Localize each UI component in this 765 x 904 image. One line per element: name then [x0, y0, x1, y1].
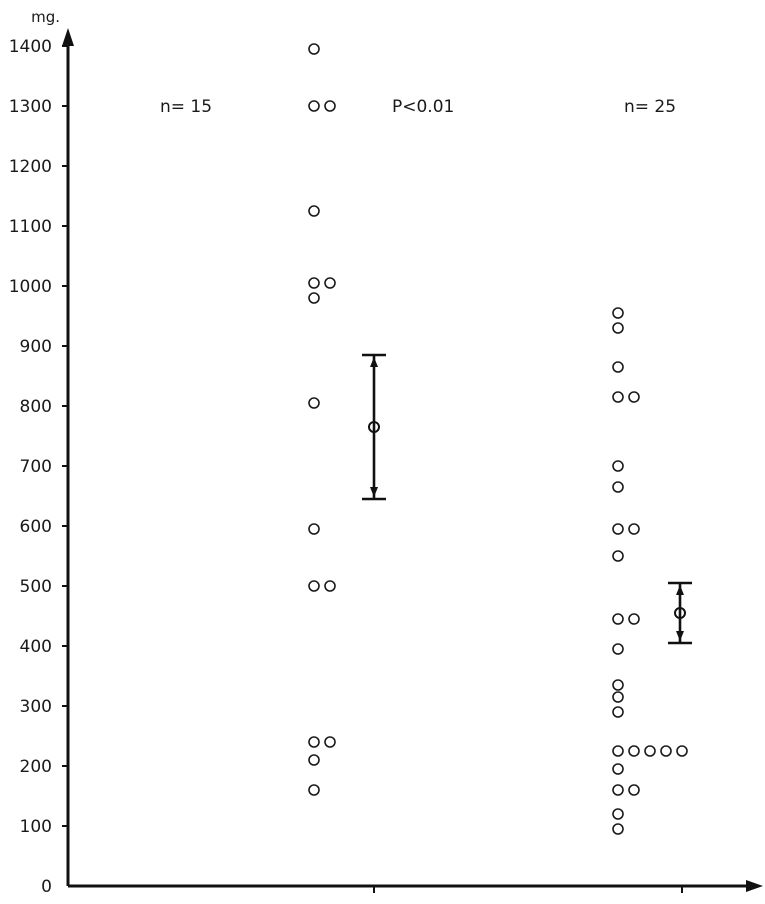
- data-point: [612, 679, 624, 691]
- data-point: [660, 745, 672, 757]
- y-tick-label: 600: [20, 517, 52, 537]
- data-point: [612, 823, 624, 835]
- data-point: [612, 460, 624, 472]
- data-point: [308, 292, 320, 304]
- y-tick-label: 200: [20, 757, 52, 777]
- error-arrowhead-lower: [370, 487, 378, 497]
- error-arrowhead-upper: [676, 585, 684, 595]
- y-tick-label: 1000: [9, 277, 52, 297]
- data-point: [324, 277, 336, 289]
- data-point: [612, 691, 624, 703]
- data-point: [612, 745, 624, 757]
- data-point: [324, 580, 336, 592]
- data-point: [308, 397, 320, 409]
- y-tick-label: 0: [41, 877, 52, 897]
- data-point: [612, 643, 624, 655]
- error-bars: [362, 353, 692, 645]
- data-point: [308, 205, 320, 217]
- y-tick-label: 1300: [9, 97, 52, 117]
- data-point: [612, 613, 624, 625]
- data-point: [612, 763, 624, 775]
- y-tick-label: 500: [20, 577, 52, 597]
- data-point: [676, 745, 688, 757]
- data-point: [644, 745, 656, 757]
- n-group1-label: n= 15: [160, 97, 212, 117]
- data-point: [612, 808, 624, 820]
- mean-marker: [674, 607, 686, 619]
- data-points: [308, 43, 688, 835]
- p-value-label: P<0.01: [392, 97, 454, 117]
- data-point: [308, 277, 320, 289]
- y-tick-label: 100: [20, 817, 52, 837]
- data-point: [324, 100, 336, 112]
- error-arrowhead-upper: [370, 357, 378, 367]
- x-axis-arrowhead: [746, 880, 763, 892]
- data-point: [612, 322, 624, 334]
- data-point: [612, 481, 624, 493]
- y-tick-label: 1200: [9, 157, 52, 177]
- y-ticks: 0 100 200 300 400 500 600 700 800 900 1000 1100 1200…: [9, 37, 68, 897]
- data-point: [612, 361, 624, 373]
- x-category-ticks: [373, 886, 683, 893]
- data-point: [628, 391, 640, 403]
- data-point: [308, 100, 320, 112]
- y-tick-label: 900: [20, 337, 52, 357]
- data-point: [612, 550, 624, 562]
- data-point: [628, 745, 640, 757]
- data-point: [612, 784, 624, 796]
- data-point: [612, 706, 624, 718]
- data-point: [324, 736, 336, 748]
- data-point: [628, 784, 640, 796]
- data-point: [308, 523, 320, 535]
- data-point: [612, 391, 624, 403]
- data-point: [308, 43, 320, 55]
- data-point: [308, 754, 320, 766]
- error-arrowhead-lower: [676, 631, 684, 641]
- y-tick-label: 400: [20, 637, 52, 657]
- y-unit-label: mg.: [31, 8, 60, 26]
- y-tick-label: 700: [20, 457, 52, 477]
- y-tick-label: 800: [20, 397, 52, 417]
- y-tick-label: 1400: [9, 37, 52, 57]
- n-group2-label: n= 25: [624, 97, 676, 117]
- data-point: [612, 523, 624, 535]
- data-point: [612, 307, 624, 319]
- data-point: [308, 784, 320, 796]
- data-point: [628, 613, 640, 625]
- y-axis-arrowhead: [62, 28, 74, 46]
- y-tick-label: 300: [20, 697, 52, 717]
- y-tick-label: 1100: [9, 217, 52, 237]
- mean-marker: [368, 421, 380, 433]
- data-point: [308, 580, 320, 592]
- data-point: [308, 736, 320, 748]
- data-point: [628, 523, 640, 535]
